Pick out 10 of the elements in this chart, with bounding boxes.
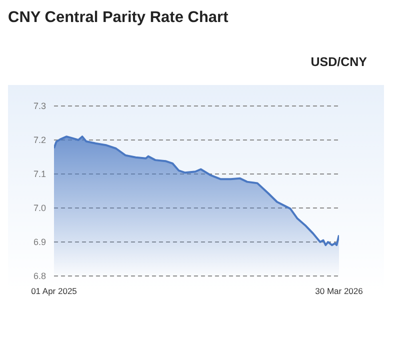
x-tick-label: 01 Apr 2025 [31, 286, 78, 296]
y-tick-label: 6.9 [33, 237, 46, 248]
chart-subtitle: USD/CNY [310, 55, 367, 69]
y-tick-label: 7.3 [33, 101, 46, 112]
y-tick-label: 7.1 [33, 169, 46, 180]
x-tick-label: 30 Mar 2026 [315, 286, 364, 296]
y-tick-label: 7.2 [33, 135, 46, 146]
y-tick-label: 6.8 [33, 271, 46, 282]
y-tick-label: 7.0 [33, 203, 46, 214]
chart-title: CNY Central Parity Rate Chart [8, 9, 228, 27]
